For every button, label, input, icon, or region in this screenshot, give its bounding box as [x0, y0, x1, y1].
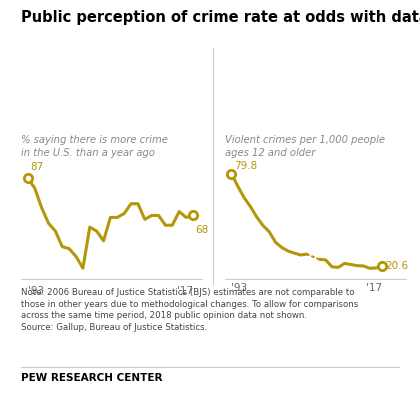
Text: Violent crimes per 1,000 people
ages 12 and older: Violent crimes per 1,000 people ages 12 …	[225, 135, 385, 158]
Text: 68: 68	[196, 225, 209, 235]
Text: '17: '17	[177, 286, 193, 296]
Text: '17: '17	[366, 283, 382, 293]
Text: % saying there is more crime
in the U.S. than a year ago: % saying there is more crime in the U.S.…	[21, 135, 168, 158]
Text: '93: '93	[231, 283, 247, 293]
Text: '93: '93	[28, 286, 44, 296]
Text: 87: 87	[30, 162, 43, 173]
Text: PEW RESEARCH CENTER: PEW RESEARCH CENTER	[21, 373, 163, 383]
Text: Note: 2006 Bureau of Justice Statistics (BJS) estimates are not comparable to
th: Note: 2006 Bureau of Justice Statistics …	[21, 288, 358, 332]
Text: Public perception of crime rate at odds with data: Public perception of crime rate at odds …	[21, 10, 420, 25]
Text: 79.8: 79.8	[234, 160, 257, 170]
Text: 20.6: 20.6	[385, 260, 408, 271]
